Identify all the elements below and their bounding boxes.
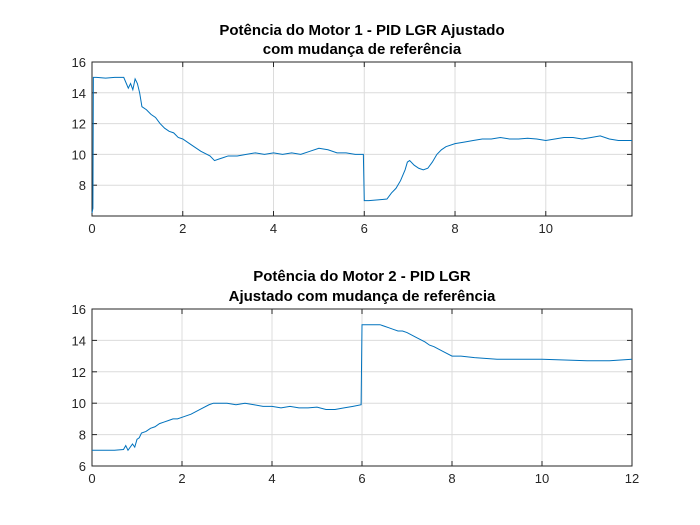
chart-1-ytick-label: 14 [72,86,86,101]
subplot-1: Potência do Motor 1 - PID LGR Ajustado c… [72,22,633,236]
chart-1-xtick-label: 10 [539,221,553,236]
chart-1-plot-area [91,61,633,217]
chart-1-ytick-labels: 8 10 12 14 16 [72,55,86,193]
chart-2-xtick-label: 8 [448,471,455,486]
chart-2-xtick-label: 12 [625,471,639,486]
chart-1-series-line [91,76,632,214]
chart-1-frame [91,61,633,217]
chart-2-series-line [92,324,633,452]
chart-2-xtick-label: 0 [88,471,95,486]
chart-1-xtick-label: 2 [179,221,186,236]
chart-2-xtick-label: 6 [358,471,365,486]
chart-1-ytick-label: 16 [72,55,86,70]
chart-1-title-line-2: com mudança de referência [263,41,462,58]
chart-1-xtick-label: 4 [270,221,277,236]
chart-2-ytick-label: 12 [72,365,86,380]
chart-1-ticks [91,61,633,217]
chart-2-xtick-label: 4 [268,471,275,486]
chart-2-ytick-label: 10 [72,396,86,411]
chart-1-ytick-label: 10 [72,147,86,162]
chart-1-title-line-1: Potência do Motor 1 - PID LGR Ajustado [219,22,504,39]
chart-2-ytick-labels: 6 8 10 12 14 16 [72,302,86,474]
chart-1-ytick-label: 8 [79,178,86,193]
chart-2-ytick-label: 16 [72,302,86,317]
chart-2-xtick-label: 10 [535,471,549,486]
chart-1-xtick-label: 0 [88,221,95,236]
chart-1-xtick-label: 6 [361,221,368,236]
chart-2-frame [91,308,633,467]
chart-2-ytick-label: 8 [79,428,86,443]
chart-2-xtick-labels: 0 2 4 6 8 10 12 [88,471,639,486]
chart-2-title-line-2: Ajustado com mudança de referência [229,288,496,305]
chart-2-ticks [91,308,633,467]
chart-1-xtick-label: 8 [451,221,458,236]
chart-2-ytick-label: 14 [72,333,86,348]
chart-1-xtick-labels: 0 2 4 6 8 10 [88,221,553,236]
chart-1-ytick-label: 12 [72,117,86,132]
chart-2-title-line-1: Potência do Motor 2 - PID LGR [253,268,471,285]
chart-2-ytick-label: 6 [79,459,86,474]
chart-2-xtick-label: 2 [178,471,185,486]
subplot-2: Potência do Motor 2 - PID LGR Ajustado c… [72,268,640,486]
